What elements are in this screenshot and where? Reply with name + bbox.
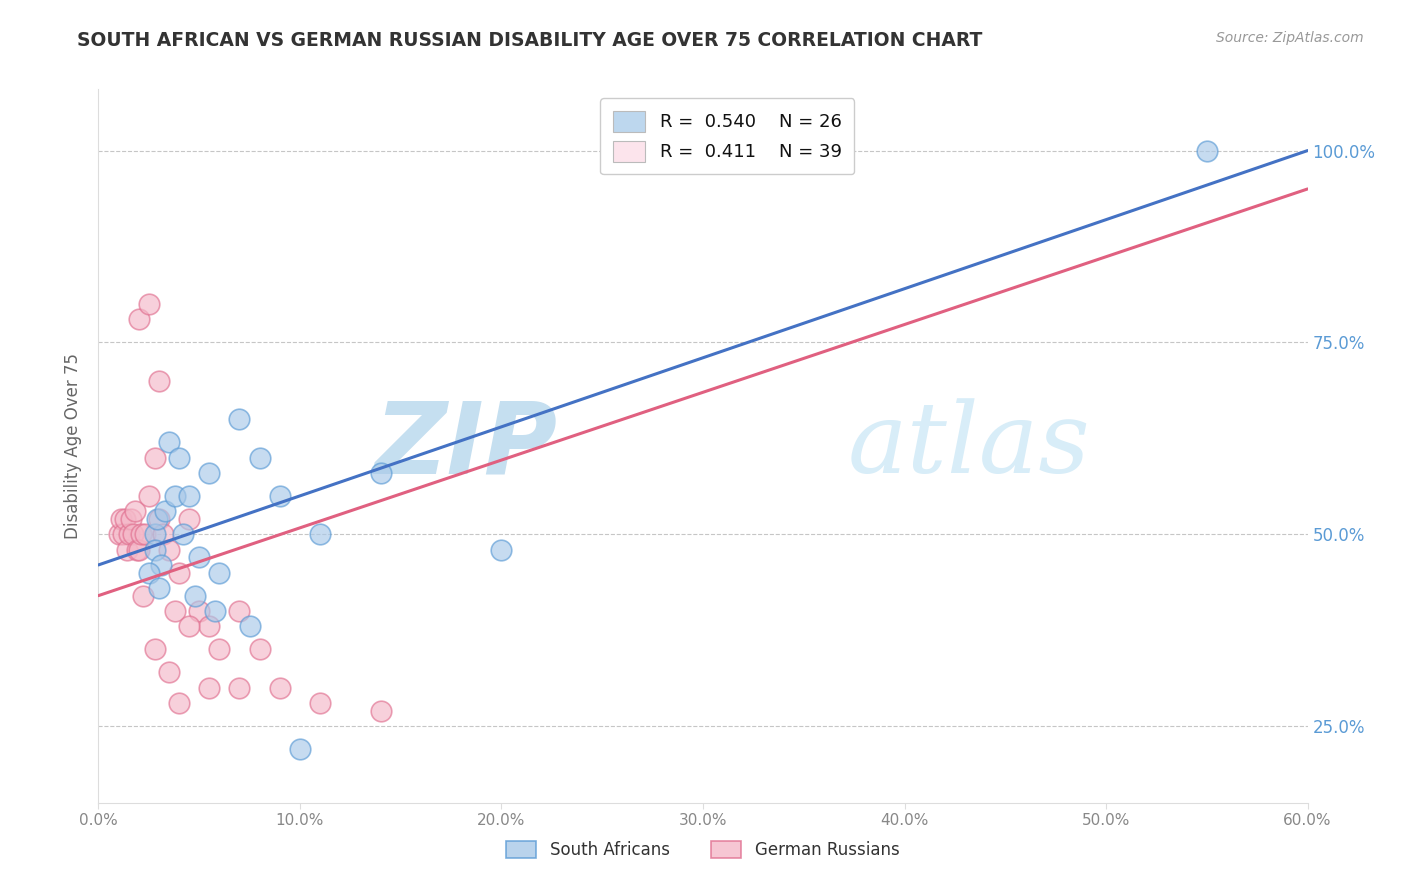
Point bbox=[143, 527, 166, 541]
Point bbox=[167, 566, 190, 580]
Point bbox=[188, 550, 211, 565]
Point bbox=[179, 512, 201, 526]
Text: SOUTH AFRICAN VS GERMAN RUSSIAN DISABILITY AGE OVER 75 CORRELATION CHART: SOUTH AFRICAN VS GERMAN RUSSIAN DISABILI… bbox=[77, 31, 983, 50]
Point bbox=[309, 527, 332, 541]
Point bbox=[128, 542, 150, 557]
Point bbox=[167, 450, 190, 465]
Point bbox=[138, 297, 160, 311]
Point bbox=[198, 681, 221, 695]
Point bbox=[125, 542, 148, 557]
Point bbox=[124, 504, 146, 518]
Point bbox=[148, 512, 170, 526]
Point bbox=[129, 527, 152, 541]
Point bbox=[288, 742, 311, 756]
Text: atlas: atlas bbox=[848, 399, 1091, 493]
Point bbox=[188, 604, 211, 618]
Point bbox=[121, 527, 143, 541]
Point bbox=[120, 512, 142, 526]
Point bbox=[208, 566, 231, 580]
Point bbox=[152, 527, 174, 541]
Point bbox=[184, 589, 207, 603]
Point bbox=[153, 504, 176, 518]
Point bbox=[491, 542, 513, 557]
Point bbox=[167, 696, 190, 710]
Point bbox=[157, 665, 180, 680]
Point bbox=[179, 619, 201, 633]
Text: ZIP: ZIP bbox=[375, 398, 558, 494]
Point bbox=[370, 466, 392, 480]
Point bbox=[309, 696, 332, 710]
Point bbox=[148, 581, 170, 595]
Point bbox=[111, 527, 134, 541]
Y-axis label: Disability Age Over 75: Disability Age Over 75 bbox=[65, 353, 83, 539]
Point bbox=[269, 681, 291, 695]
Point bbox=[148, 374, 170, 388]
Point bbox=[228, 681, 250, 695]
Point bbox=[198, 466, 221, 480]
Point bbox=[204, 604, 226, 618]
Point bbox=[143, 450, 166, 465]
Point bbox=[134, 527, 156, 541]
Point bbox=[157, 542, 180, 557]
Point bbox=[132, 589, 155, 603]
Point bbox=[118, 527, 141, 541]
Point bbox=[110, 512, 132, 526]
Point bbox=[163, 489, 186, 503]
Point bbox=[249, 450, 271, 465]
Point bbox=[143, 542, 166, 557]
Point bbox=[249, 642, 271, 657]
Legend: South Africans, German Russians: South Africans, German Russians bbox=[499, 834, 907, 866]
Point bbox=[239, 619, 262, 633]
Point bbox=[228, 412, 250, 426]
Point bbox=[138, 566, 160, 580]
Point bbox=[198, 619, 221, 633]
Point bbox=[228, 604, 250, 618]
Point bbox=[149, 558, 172, 572]
Point bbox=[208, 642, 231, 657]
Point bbox=[128, 312, 150, 326]
Point bbox=[157, 435, 180, 450]
Point bbox=[115, 542, 138, 557]
Point bbox=[146, 512, 169, 526]
Point bbox=[1195, 144, 1218, 158]
Point bbox=[269, 489, 291, 503]
Point bbox=[138, 489, 160, 503]
Point bbox=[143, 642, 166, 657]
Point bbox=[172, 527, 194, 541]
Point bbox=[179, 489, 201, 503]
Point bbox=[163, 604, 186, 618]
Point bbox=[370, 704, 392, 718]
Text: Source: ZipAtlas.com: Source: ZipAtlas.com bbox=[1216, 31, 1364, 45]
Point bbox=[114, 512, 136, 526]
Point bbox=[107, 527, 129, 541]
